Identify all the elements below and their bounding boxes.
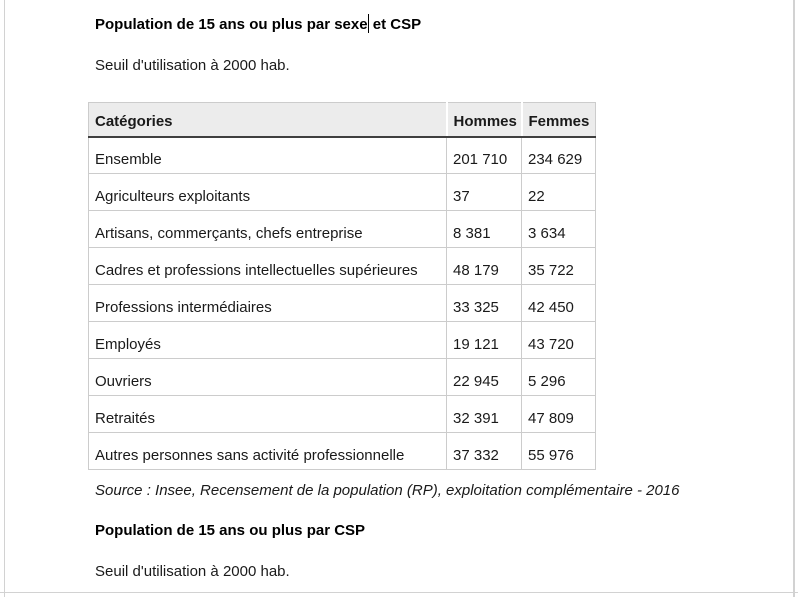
document-content: Population de 15 ans ou plus par sexe et… bbox=[88, 0, 755, 580]
table-cell-femmes[interactable]: 55 976 bbox=[521, 432, 596, 470]
population-by-sex-csp-table: Catégories Hommes Femmes Ensemble 201 710… bbox=[88, 102, 596, 470]
threshold-note-2[interactable]: Seuil d'utilisation à 2000 hab. bbox=[95, 563, 290, 580]
threshold-note[interactable]: Seuil d'utilisation à 2000 hab. bbox=[95, 57, 290, 74]
table-cell-hommes[interactable]: 19 121 bbox=[446, 321, 522, 359]
table-cell-category[interactable]: Artisans, commerçants, chefs entreprise bbox=[88, 210, 447, 248]
table-cell-femmes[interactable]: 43 720 bbox=[521, 321, 596, 359]
table-cell-femmes[interactable]: 5 296 bbox=[521, 358, 596, 396]
table-cell-category[interactable]: Employés bbox=[88, 321, 447, 359]
table-cell-category[interactable]: Cadres et professions intellectuelles su… bbox=[88, 247, 447, 285]
table-cell-hommes[interactable]: 8 381 bbox=[446, 210, 522, 248]
column-header-categories[interactable]: Catégories bbox=[88, 102, 447, 138]
table-cell-category[interactable]: Ouvriers bbox=[88, 358, 447, 396]
table-cell-hommes[interactable]: 201 710 bbox=[446, 136, 522, 174]
table-header-row: Catégories Hommes Femmes bbox=[88, 102, 596, 138]
table-cell-hommes[interactable]: 37 332 bbox=[446, 432, 522, 470]
table-row: Employés 19 121 43 720 bbox=[88, 321, 596, 359]
column-header-hommes[interactable]: Hommes bbox=[445, 102, 522, 138]
table-cell-femmes[interactable]: 3 634 bbox=[521, 210, 596, 248]
table-cell-hommes[interactable]: 37 bbox=[446, 173, 522, 211]
table-row: Retraités 32 391 47 809 bbox=[88, 395, 596, 433]
table-row: Cadres et professions intellectuelles su… bbox=[88, 247, 596, 285]
table-cell-category[interactable]: Ensemble bbox=[88, 136, 447, 174]
page-left-edge bbox=[4, 0, 5, 597]
table-row: Autres personnes sans activité professio… bbox=[88, 432, 596, 470]
column-header-femmes[interactable]: Femmes bbox=[520, 102, 596, 138]
table-cell-hommes[interactable]: 22 945 bbox=[446, 358, 522, 396]
table-cell-category[interactable]: Retraités bbox=[88, 395, 447, 433]
table-row: Artisans, commerçants, chefs entreprise 8… bbox=[88, 210, 596, 248]
section-title-csp[interactable]: Population de 15 ans ou plus par CSP bbox=[95, 522, 366, 539]
table-cell-hommes[interactable]: 32 391 bbox=[446, 395, 522, 433]
table-cell-femmes[interactable]: 22 bbox=[521, 173, 596, 211]
table-cell-category[interactable]: Professions intermédiaires bbox=[88, 284, 447, 322]
table-cell-hommes[interactable]: 48 179 bbox=[446, 247, 522, 285]
table-cell-category[interactable]: Autres personnes sans activité professio… bbox=[88, 432, 447, 470]
title-text-before-caret: Population de 15 ans ou plus par sexe bbox=[95, 16, 368, 33]
table-cell-hommes[interactable]: 33 325 bbox=[446, 284, 522, 322]
table-cell-femmes[interactable]: 234 629 bbox=[521, 136, 596, 174]
table-cell-femmes[interactable]: 47 809 bbox=[521, 395, 596, 433]
table-row: Ouvriers 22 945 5 296 bbox=[88, 358, 596, 396]
page-bottom-edge bbox=[0, 592, 798, 593]
table-cell-femmes[interactable]: 42 450 bbox=[521, 284, 596, 322]
title-text-after-caret: et CSP bbox=[368, 16, 422, 33]
text-caret bbox=[367, 14, 369, 33]
table-cell-femmes[interactable]: 35 722 bbox=[521, 247, 596, 285]
table-row: Ensemble 201 710 234 629 bbox=[88, 136, 596, 174]
table-row: Professions intermédiaires 33 325 42 450 bbox=[88, 284, 596, 322]
table-cell-category[interactable]: Agriculteurs exploitants bbox=[88, 173, 447, 211]
page-right-edge bbox=[793, 0, 795, 597]
source-note[interactable]: Source : Insee, Recensement de la popula… bbox=[95, 482, 680, 499]
population-table-body: Ensemble 201 710 234 629 Agriculteurs explo… bbox=[88, 136, 596, 470]
table-row: Agriculteurs exploitants 37 22 bbox=[88, 173, 596, 211]
section-title-sexe-csp[interactable]: Population de 15 ans ou plus par sexe et… bbox=[95, 14, 755, 33]
